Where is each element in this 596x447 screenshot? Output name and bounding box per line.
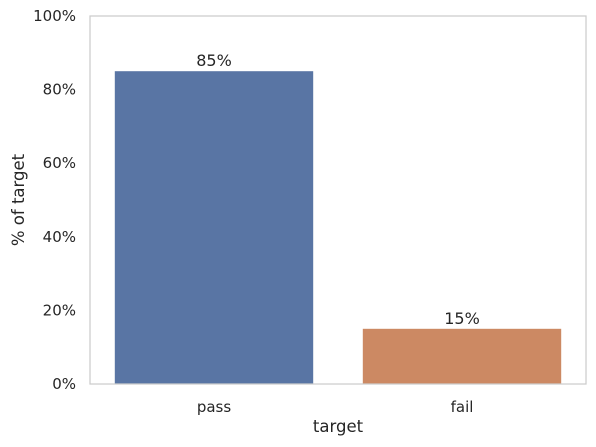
x-ticks-group: pass fail <box>197 398 474 416</box>
y-tick-label: 0% <box>52 375 76 393</box>
bars-group <box>114 71 562 384</box>
x-tick-label-pass: pass <box>197 398 232 416</box>
bar-fail <box>362 328 562 384</box>
data-label-pass: 85% <box>196 51 232 70</box>
y-ticks-group: 0% 20% 40% 60% 80% 100% <box>33 7 76 393</box>
y-tick-label: 80% <box>43 81 76 99</box>
y-axis-label: % of target <box>9 153 28 246</box>
data-label-fail: 15% <box>444 309 480 328</box>
y-tick-label: 40% <box>43 228 76 246</box>
y-tick-label: 100% <box>33 7 76 25</box>
bar-pass <box>114 71 314 384</box>
plot-frame <box>89 15 587 385</box>
y-tick-label: 20% <box>43 301 76 319</box>
x-tick-label-fail: fail <box>451 398 474 416</box>
data-labels-group: 85% 15% <box>196 51 480 328</box>
x-axis-label: target <box>313 417 364 436</box>
y-tick-label: 60% <box>43 154 76 172</box>
